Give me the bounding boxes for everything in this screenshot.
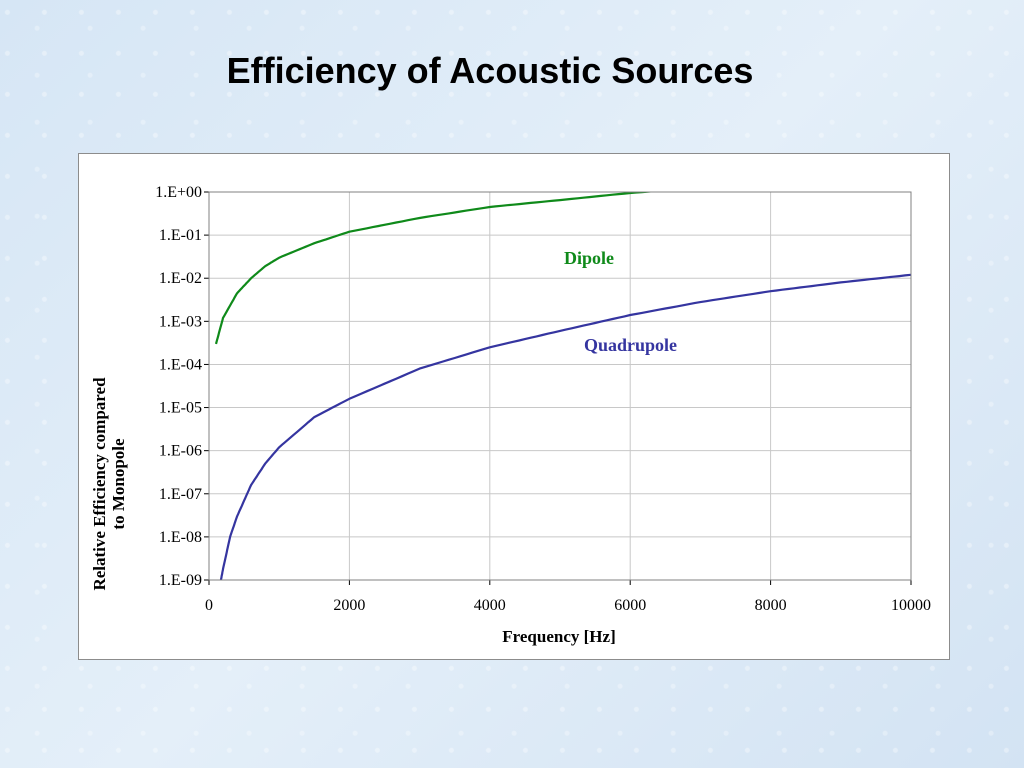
dipole-series-line xyxy=(214,192,659,345)
x-tick-label: 8000 xyxy=(755,597,787,614)
y-tick-label: 1.E-06 xyxy=(159,443,202,460)
axis-layer: 1.E-09 1.E-08 1.E-07 1.E-06 1.E-05 1.E-04 1.E-… xyxy=(155,184,931,614)
x-tick-label: 2000 xyxy=(333,597,365,614)
chart-svg: 1.E-09 1.E-08 1.E-07 1.E-06 1.E-05 1.E-04 1.E-… xyxy=(90,184,931,646)
quadrupole-series-line xyxy=(219,273,911,580)
x-tick-label: 4000 xyxy=(474,597,506,614)
y-axis-title-line-1: Relative Efficiency compared xyxy=(90,377,109,591)
x-tick-label: 10000 xyxy=(891,597,931,614)
y-tick-label: 1.E+00 xyxy=(155,184,202,201)
series-layer xyxy=(214,192,911,580)
y-tick-label: 1.E-07 xyxy=(159,486,202,503)
grid-layer xyxy=(208,191,912,581)
x-tick-label: 0 xyxy=(205,597,213,614)
dipole-series-label: Dipole xyxy=(564,248,614,268)
y-tick-label: 1.E-01 xyxy=(159,227,202,244)
chart-frame: 1.E-09 1.E-08 1.E-07 1.E-06 1.E-05 1.E-04 1.E-… xyxy=(78,153,950,660)
quadrupole-series-label: Quadrupole xyxy=(584,335,677,355)
plot-area-border xyxy=(208,191,912,581)
x-tick-label: 6000 xyxy=(614,597,646,614)
slide-title: Efficiency of Acoustic Sources xyxy=(226,50,754,91)
y-tick-label: 1.E-08 xyxy=(159,529,202,546)
y-tick-label: 1.E-04 xyxy=(159,356,202,373)
y-tick-label: 1.E-09 xyxy=(159,572,202,589)
y-axis-title-line-2: to Monopole xyxy=(109,438,128,530)
y-tick-label: 1.E-02 xyxy=(159,270,202,287)
y-tick-label: 1.E-05 xyxy=(159,400,202,417)
x-axis-title: Frequency [Hz] xyxy=(502,627,615,646)
y-tick-label: 1.E-03 xyxy=(159,313,202,330)
